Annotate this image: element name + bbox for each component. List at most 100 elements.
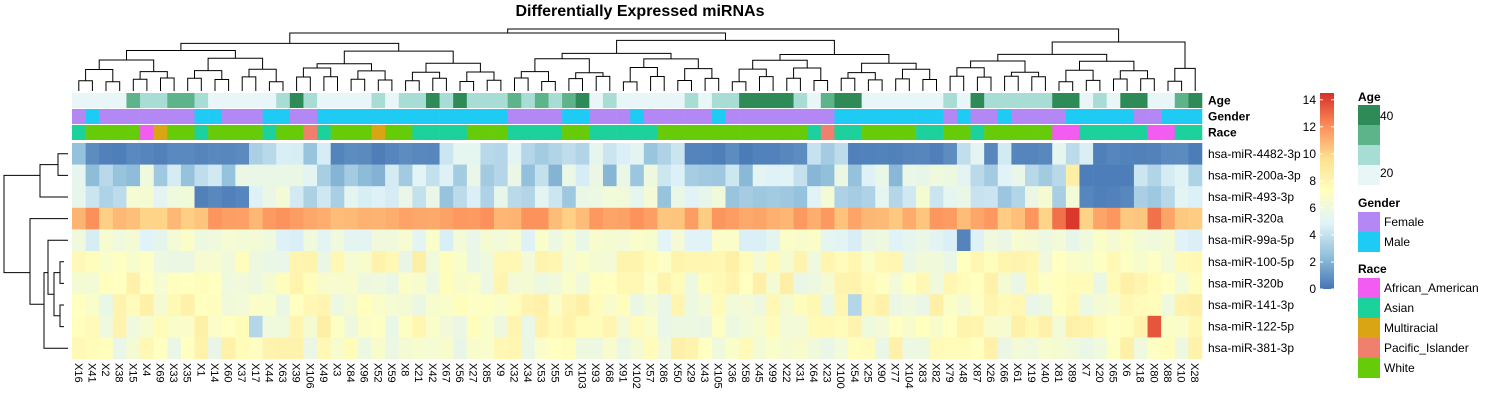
race-annotation-cell	[562, 125, 577, 140]
heatmap-cell	[888, 186, 903, 209]
heatmap-cell	[85, 207, 100, 230]
column-label: X7	[1079, 363, 1091, 376]
heatmap-cell	[385, 272, 400, 295]
heatmap-cell	[902, 251, 917, 273]
gender-annotation-cell	[140, 109, 154, 124]
gender-annotation-cell	[779, 109, 794, 124]
heatmap-cell	[1093, 143, 1107, 165]
dendrogram-branch	[1174, 67, 1196, 91]
column-label: X91	[616, 363, 628, 383]
heatmap-cell	[208, 337, 223, 360]
dendrogram-branch	[922, 79, 937, 91]
heatmap-cell	[589, 272, 604, 295]
gender-annotation-cell	[534, 109, 549, 124]
heatmap-cell	[657, 143, 672, 165]
heatmap-cell	[1120, 315, 1135, 338]
heatmap-cell	[725, 164, 740, 187]
heatmap-cell	[1079, 251, 1094, 273]
heatmap-cell	[834, 294, 849, 317]
age-annotation-cell	[793, 93, 808, 108]
age-annotation-cell	[616, 93, 631, 108]
heatmap-cell	[888, 143, 903, 165]
race-annotation-cell	[834, 125, 849, 140]
column-label: X21	[412, 363, 424, 383]
heatmap-cell	[929, 337, 944, 360]
heatmap-cell	[643, 207, 658, 230]
gender-annotation-cell	[997, 109, 1012, 124]
race-annotation-cell	[208, 125, 223, 140]
race-annotation-cell	[1052, 125, 1067, 140]
heatmap-cell	[140, 143, 154, 165]
heatmap-cell	[235, 186, 250, 209]
heatmap-cell	[248, 337, 263, 360]
column-label: X63	[276, 363, 288, 383]
heatmap-cell	[453, 207, 468, 230]
heatmap-cell	[820, 164, 835, 187]
gender-annotation-cell	[153, 109, 168, 124]
heatmap-cell	[466, 272, 481, 295]
heatmap-cell	[1065, 229, 1080, 252]
heatmap-cell	[412, 251, 427, 273]
race-annotation-cell	[235, 125, 250, 140]
column-label: X52	[371, 363, 383, 383]
column-label: X26	[984, 363, 996, 383]
dendrogram-branch	[541, 81, 556, 91]
heatmap-cell	[916, 251, 931, 273]
heatmap-cell	[112, 143, 127, 165]
heatmap-cell	[126, 229, 141, 252]
race-legend-label: Pacific_Islander	[1384, 341, 1469, 355]
heatmap-cell	[793, 229, 808, 252]
heatmap-cell	[916, 143, 931, 165]
heatmap-cell	[425, 315, 440, 338]
heatmap-cell	[1147, 164, 1162, 187]
heatmap-cell	[1038, 164, 1053, 187]
heatmap-cell	[616, 315, 631, 338]
heatmap-cell	[194, 143, 209, 165]
dendrogram-branch	[786, 77, 801, 91]
heatmap-cell	[1188, 229, 1203, 252]
heatmap-cell	[1106, 186, 1121, 209]
race-annotation-cell	[589, 125, 604, 140]
heatmap-cell	[453, 229, 468, 252]
heatmap-cell	[902, 315, 917, 338]
heatmap-cell	[194, 294, 209, 317]
heatmap-cell	[698, 337, 713, 360]
dendrogram-branch	[411, 71, 441, 81]
heatmap-cell	[276, 315, 291, 338]
heatmap-cell	[317, 229, 331, 252]
age-annotation-cell	[589, 93, 604, 108]
heatmap-cell	[112, 164, 127, 187]
age-annotation-cell	[834, 93, 849, 108]
dendrogram-branch	[248, 68, 277, 82]
heatmap-cell	[153, 294, 168, 317]
heatmap-cell	[562, 186, 577, 209]
heatmap-cell	[276, 229, 291, 252]
age-annotation-cell	[630, 93, 645, 108]
heatmap-cell	[194, 164, 209, 187]
heatmap-cell	[112, 229, 127, 252]
heatmap-cell	[1106, 294, 1121, 317]
heatmap-cell	[875, 164, 890, 187]
heatmap-cell	[1120, 207, 1135, 230]
heatmap-cell	[1025, 272, 1039, 295]
heatmap-cell	[902, 337, 917, 360]
heatmap-cell	[725, 272, 740, 295]
heatmap-cell	[112, 337, 127, 360]
heatmap-cell	[385, 337, 400, 360]
heatmap-cell	[1011, 207, 1026, 230]
gender-annotation-cell	[494, 109, 508, 124]
race-annotation-cell	[262, 125, 277, 140]
age-annotation-cell	[385, 93, 400, 108]
column-label: X49	[317, 363, 329, 383]
heatmap-cell	[1025, 207, 1039, 230]
column-label: X18	[1134, 363, 1146, 383]
dendrogram-branch	[1079, 60, 1135, 71]
heatmap-cell	[779, 229, 794, 252]
heatmap-cell	[848, 143, 862, 165]
dendrogram-branch	[180, 42, 400, 52]
heatmap-cell	[711, 251, 726, 273]
heatmap-cell	[208, 294, 223, 317]
heatmap-cell	[1079, 186, 1094, 209]
heatmap-cell	[480, 186, 495, 209]
heatmap-cell	[711, 186, 726, 209]
